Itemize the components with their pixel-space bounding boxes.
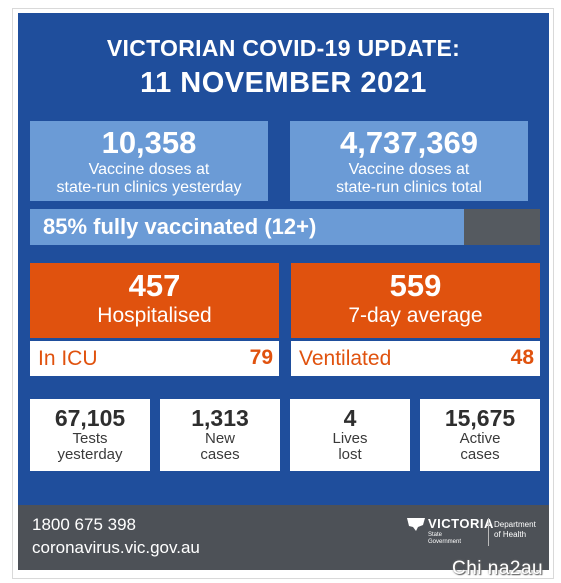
active-cases-value: 15,675 [444,405,516,431]
watermark: Chi na2au [452,558,544,579]
website-link[interactable]: coronavirus.vic.gov.au [32,538,200,557]
logo-department-text: Department [494,520,536,529]
vaccine-doses-total-value: 4,737,369 [340,125,478,160]
page-title: VICTORIAN COVID-19 UPDATE: [106,35,461,61]
icu-row: In ICU 79 [30,341,279,376]
new-cases-value: 1,313 [191,405,249,431]
vaccine-doses-total-label-2: state-run clinics total [336,179,482,196]
vaccination-progress-label: 85% fully vaccinated (12+) [43,214,317,239]
active-cases-label-1: Active [459,430,501,447]
victoria-government-logo: VICTORIA State Government Department of … [406,514,546,560]
logo-of-health-text: of Health [494,530,527,539]
vaccine-doses-yesterday-label-2: state-run clinics yesterday [56,179,242,196]
ventilated-row: Ventilated 48 [291,341,540,376]
active-cases-label-2: cases [460,446,500,463]
logo-government-text: Government [428,539,462,545]
ventilated-value: 48 [510,346,534,369]
seven-day-average-box: 559 7-day average [291,263,540,338]
tests-yesterday-label-1: Tests [72,430,108,447]
logo-victoria-text: VICTORIA [428,516,494,531]
logo-department-of-health: Department of Health [494,520,536,540]
hotline-phone: 1800 675 398 [32,515,136,534]
lives-lost-box: 4 Lives lost [290,399,410,471]
new-cases-label-1: New [204,430,235,447]
new-cases-box: 1,313 New cases [160,399,280,471]
icu-label: In ICU [38,347,98,370]
victoria-map-icon [407,518,425,531]
active-cases-box: 15,675 Active cases [420,399,540,471]
vaccine-doses-total-box: 4,737,369 Vaccine doses at state-run cli… [290,121,528,201]
tests-yesterday-box: 67,105 Tests yesterday [30,399,150,471]
vaccination-progress-bar: 85% fully vaccinated (12+) [30,209,540,245]
tests-yesterday-label-2: yesterday [57,446,123,463]
logo-state-text: State [428,532,443,538]
icu-value: 79 [249,346,273,369]
vaccine-doses-total-label-1: Vaccine doses at [348,161,470,178]
footer: 1800 675 398 coronavirus.vic.gov.au VICT… [18,505,549,570]
hospitalised-box: 457 Hospitalised [30,263,279,338]
hospitalised-label: Hospitalised [97,304,212,327]
vaccine-doses-yesterday-label-1: Vaccine doses at [88,161,210,178]
vaccine-doses-yesterday-box: 10,358 Vaccine doses at state-run clinic… [30,121,268,201]
page-date: 11 NOVEMBER 2021 [140,67,427,99]
vaccination-progress-fill [30,209,464,245]
vaccine-doses-yesterday-value: 10,358 [101,125,197,160]
seven-day-average-value: 559 [389,268,442,303]
hospitalised-value: 457 [128,268,181,303]
tests-yesterday-value: 67,105 [54,405,126,431]
new-cases-label-2: cases [200,446,240,463]
seven-day-average-label: 7-day average [348,304,483,327]
lives-lost-label-2: lost [338,446,362,463]
ventilated-label: Ventilated [299,347,392,370]
lives-lost-label-1: Lives [332,430,368,447]
logo-divider [488,518,489,546]
lives-lost-value: 4 [343,405,357,431]
logo-state-government: State Government [428,532,461,546]
update-panel: VICTORIAN COVID-19 UPDATE: 11 NOVEMBER 2… [18,13,549,505]
